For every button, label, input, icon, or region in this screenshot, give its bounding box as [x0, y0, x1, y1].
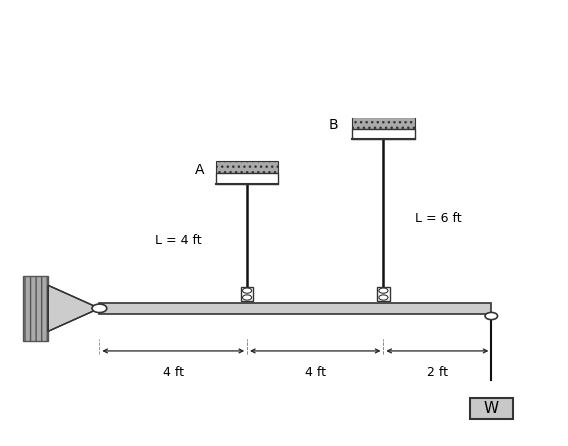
Bar	[470, 398, 513, 419]
Bar	[352, 129, 415, 140]
Bar	[216, 173, 278, 184]
Text: W: W	[484, 401, 499, 416]
Bar	[216, 161, 278, 173]
Text: The two vertical rods attached to the light rigid bar are identical except for
l: The two vertical rods attached to the li…	[14, 21, 544, 73]
Circle shape	[243, 295, 252, 300]
Text: 2 ft: 2 ft	[427, 366, 448, 379]
Bar	[352, 116, 415, 129]
Bar	[99, 302, 491, 314]
Text: A: A	[195, 162, 204, 177]
Text: 4 ft: 4 ft	[305, 366, 325, 379]
Polygon shape	[48, 285, 99, 331]
Bar	[23, 276, 48, 341]
Text: L = 4 ft: L = 4 ft	[155, 234, 202, 247]
Circle shape	[485, 312, 498, 320]
Text: 4 ft: 4 ft	[163, 366, 183, 379]
Circle shape	[92, 304, 107, 313]
Circle shape	[243, 288, 252, 293]
Circle shape	[379, 288, 388, 293]
Text: B: B	[328, 118, 338, 132]
Circle shape	[379, 295, 388, 300]
Text: L = 6 ft: L = 6 ft	[415, 212, 461, 225]
Bar	[241, 287, 253, 301]
Bar	[377, 287, 390, 301]
